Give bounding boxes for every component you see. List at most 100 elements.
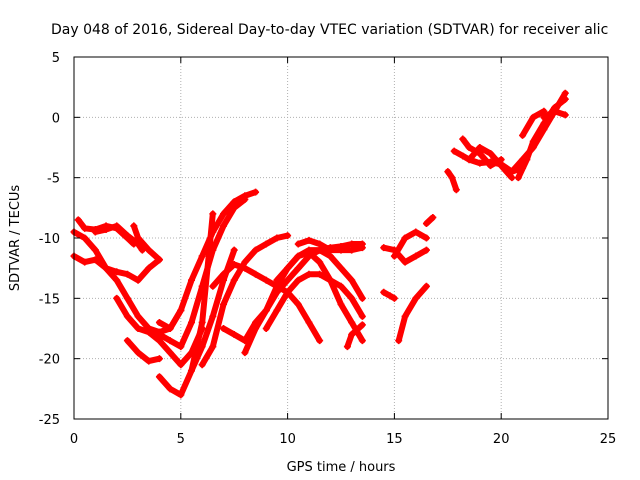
x-tick-label: 15 (386, 432, 403, 447)
data-point-marker (358, 244, 366, 252)
data-point-marker (273, 282, 281, 290)
data-point-marker (166, 349, 174, 357)
data-point-marker (262, 240, 270, 248)
data-point-marker (166, 385, 174, 393)
chart-title: Day 048 of 2016, Sidereal Day-to-day VTE… (51, 22, 608, 38)
data-point-marker (476, 144, 484, 151)
y-tick-label: -15 (39, 292, 60, 307)
data-point-marker (429, 213, 437, 221)
data-point-marker (561, 111, 569, 119)
data-point-marker (358, 312, 366, 320)
data-point-marker (220, 210, 228, 218)
data-point-marker (74, 216, 82, 224)
data-point-marker (337, 264, 345, 272)
data-point-marker (230, 331, 238, 339)
data-point-marker (476, 150, 484, 158)
data-point-marker (422, 282, 430, 290)
data-point-marker (412, 294, 420, 302)
data-point-marker (337, 282, 345, 290)
data-point-marker (284, 288, 292, 296)
data-point-marker (138, 246, 146, 254)
data-point-marker (529, 137, 537, 145)
data-point-marker (230, 261, 238, 269)
data-point-marker (401, 312, 409, 320)
data-point-marker (348, 246, 356, 254)
data-point-marker (198, 361, 206, 369)
sdtvar-trace (156, 210, 216, 398)
data-point-marker (230, 276, 238, 284)
y-tick-label: 5 (52, 51, 60, 66)
data-point-marker (91, 228, 99, 236)
data-point-marker (102, 264, 110, 272)
data-point-marker (337, 246, 345, 254)
data-point-marker (348, 240, 356, 248)
data-point-marker (123, 294, 131, 302)
data-point-marker (358, 294, 366, 302)
axis-ticks: 0 5 10 15 20 25 -25 -20 -15 -10 -5 0 5 (39, 51, 617, 447)
data-point-marker (401, 258, 409, 266)
x-tick-label: 0 (70, 432, 78, 447)
data-point-marker (465, 156, 473, 164)
data-point-marker (113, 222, 121, 230)
data-point-marker (91, 246, 99, 254)
data-series (70, 89, 569, 399)
data-point-marker (220, 270, 228, 278)
sdtvar-trace (124, 337, 163, 365)
data-point-marker (305, 270, 313, 278)
x-tick-label: 20 (493, 432, 510, 447)
y-tick-label: 0 (52, 111, 60, 126)
x-axis-label: GPS time / hours (287, 460, 396, 475)
data-point-marker (198, 343, 206, 351)
data-point-marker (177, 343, 185, 351)
data-point-marker (155, 256, 163, 264)
sdtvar-trace (130, 222, 163, 263)
data-point-marker (465, 144, 473, 151)
sdtvar-trace (423, 214, 436, 227)
data-point-marker (145, 264, 153, 272)
data-point-marker (348, 276, 356, 284)
data-point-marker (91, 256, 99, 264)
y-tick-label: -20 (39, 353, 60, 368)
data-point-marker (326, 246, 334, 254)
data-point-marker (487, 150, 495, 158)
data-point-marker (123, 232, 131, 240)
data-point-marker (390, 252, 398, 260)
data-point-marker (241, 264, 249, 272)
data-point-marker (177, 306, 185, 314)
data-point-marker (519, 131, 527, 139)
data-point-marker (252, 325, 260, 332)
data-point-marker (284, 264, 292, 272)
data-point-marker (273, 306, 281, 314)
data-point-marker (155, 355, 163, 363)
x-tick-label: 25 (600, 432, 617, 447)
data-point-marker (209, 343, 217, 351)
data-point-marker (540, 107, 548, 115)
data-point-marker (134, 276, 142, 284)
data-point-marker (561, 95, 569, 103)
data-point-marker (316, 240, 324, 248)
sdtvar-trace (263, 271, 366, 332)
data-point-marker (230, 246, 238, 254)
data-point-marker (241, 195, 249, 203)
data-point-marker (412, 228, 420, 236)
data-point-marker (412, 252, 420, 260)
data-point-marker (123, 337, 131, 345)
data-point-marker (508, 168, 516, 176)
data-point-marker (209, 312, 217, 320)
data-point-marker (380, 288, 388, 296)
data-point-marker (305, 318, 313, 326)
data-point-marker (134, 325, 142, 332)
data-point-marker (284, 232, 292, 240)
data-point-marker (187, 276, 195, 284)
data-point-marker (316, 270, 324, 278)
data-point-marker (448, 174, 456, 182)
data-point-marker (316, 337, 324, 345)
data-point-marker (390, 294, 398, 302)
data-point-marker (348, 331, 356, 339)
data-point-marker (305, 236, 313, 244)
data-point-marker (262, 325, 270, 332)
data-point-marker (523, 156, 531, 164)
data-point-marker (395, 337, 403, 345)
